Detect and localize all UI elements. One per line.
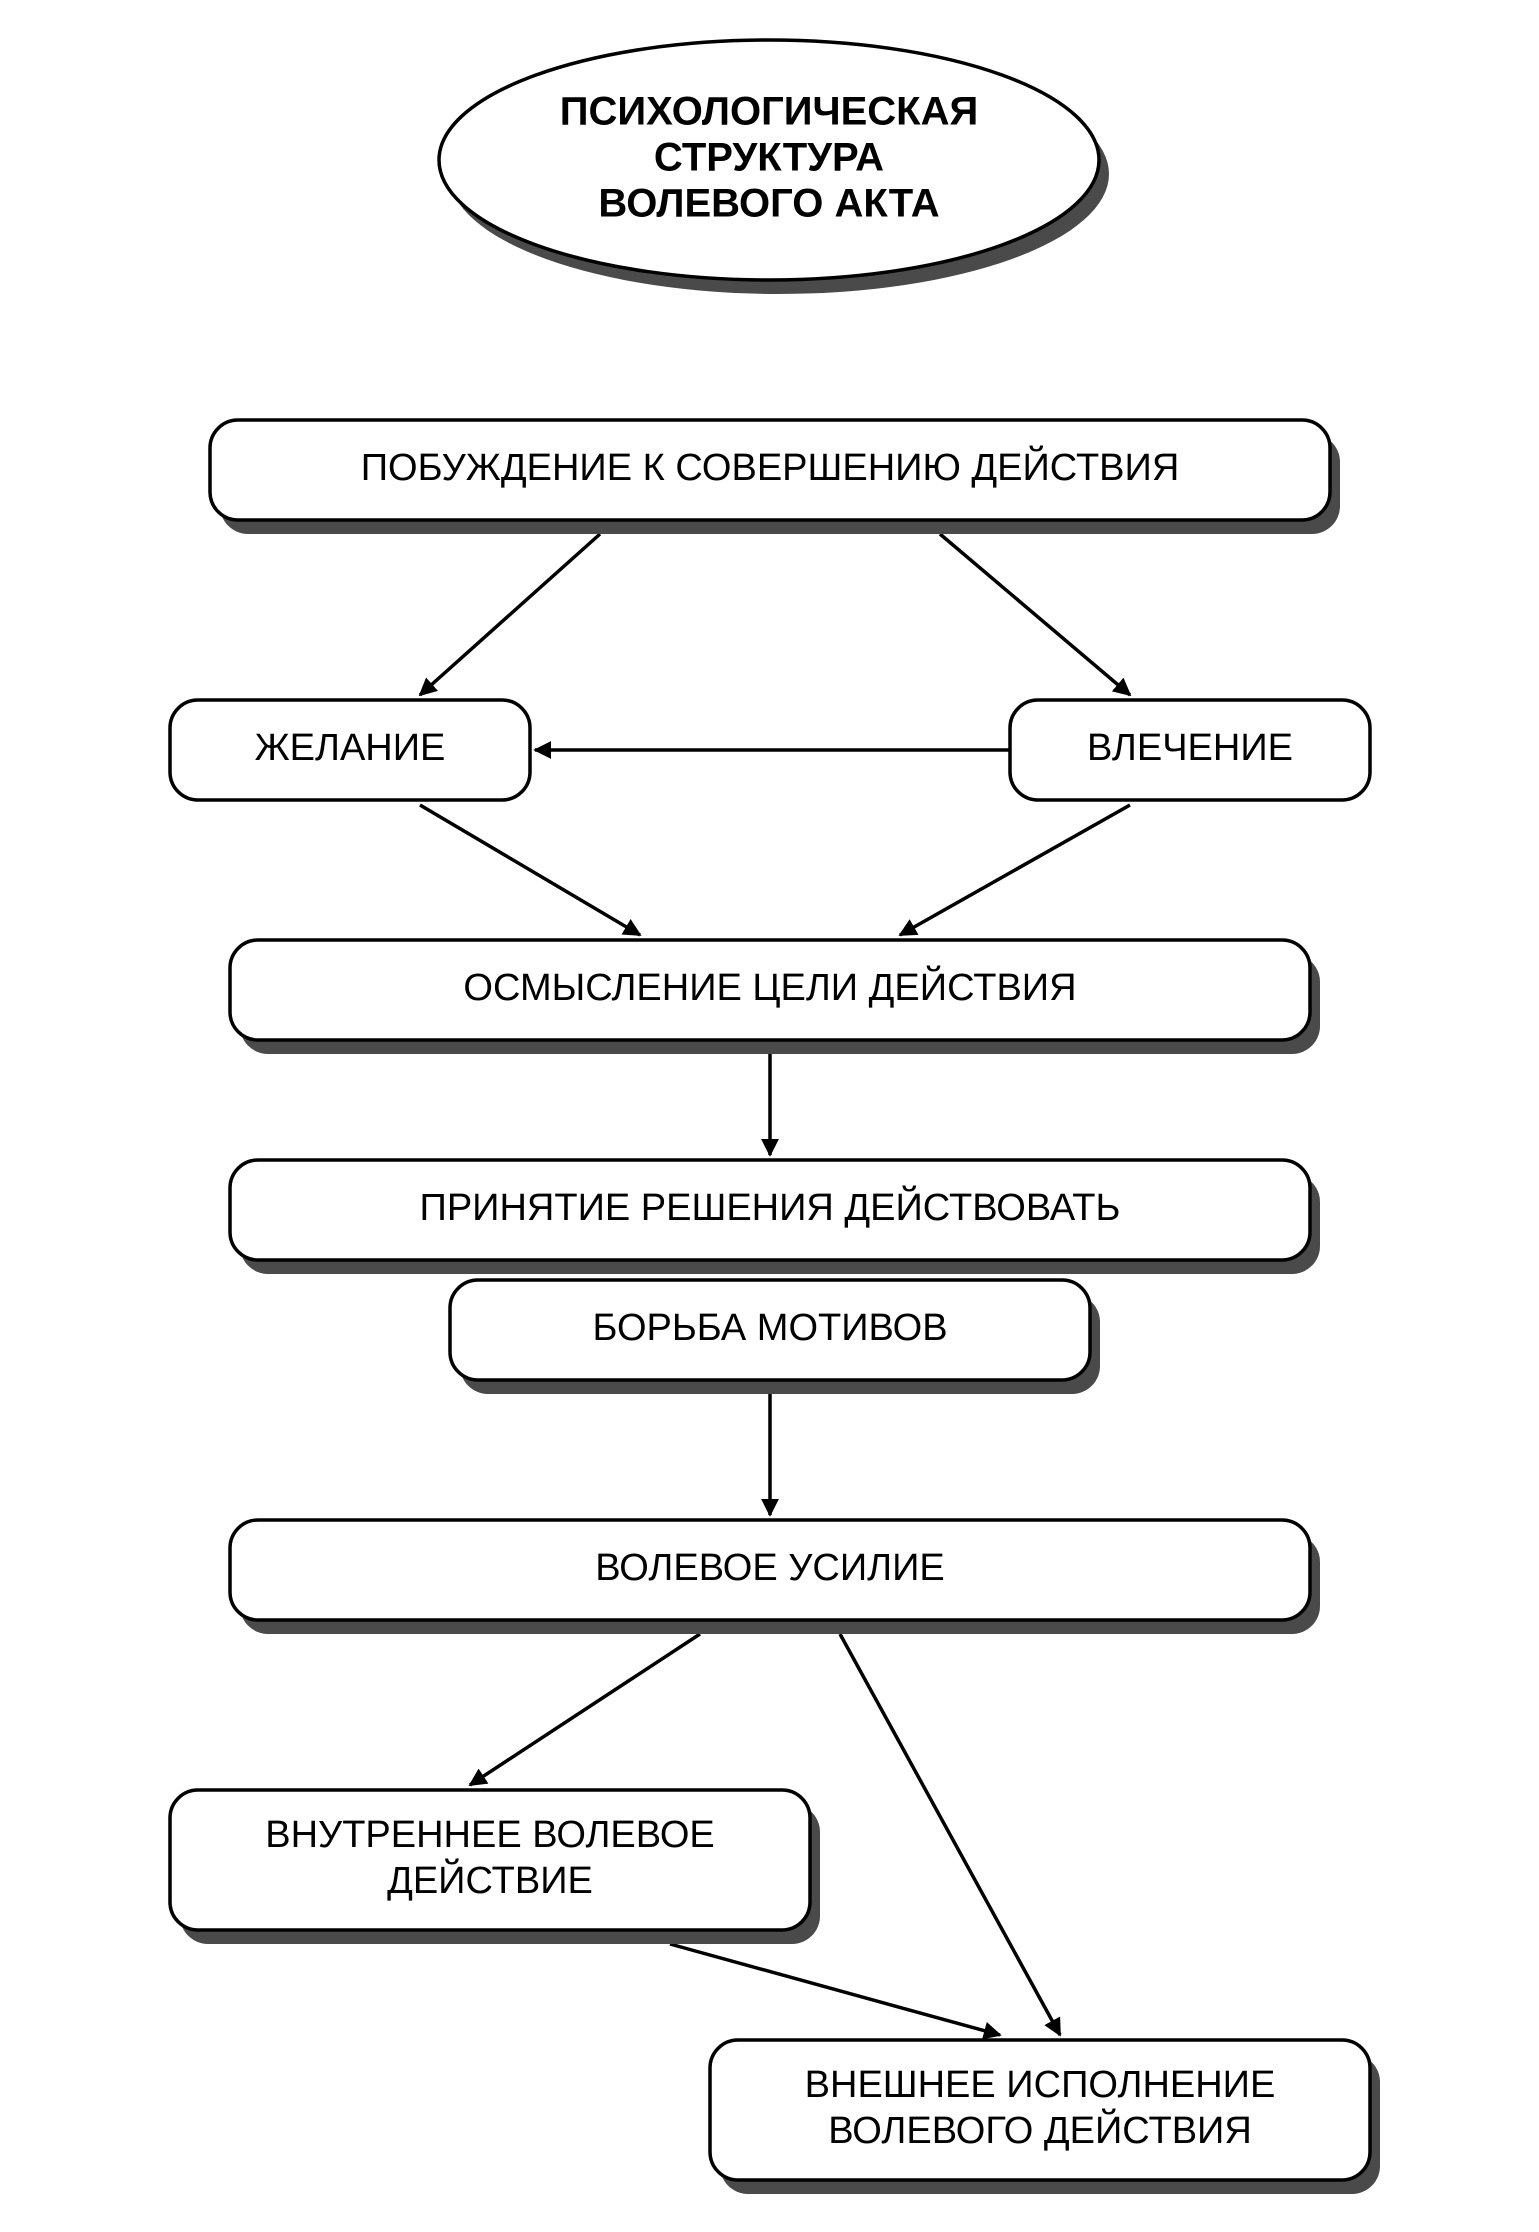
node-label: ВОЛЕВОГО АКТА: [598, 182, 939, 226]
node-label: ПСИХОЛОГИЧЕСКАЯ: [560, 90, 978, 134]
node-label: ВЛЕЧЕНИЕ: [1087, 727, 1293, 769]
node-motives: БОРЬБА МОТИВОВ: [450, 1280, 1100, 1394]
node-desire: ЖЕЛАНИЕ: [170, 700, 530, 800]
node-label: ВОЛЕВОГО ДЕЙСТВИЯ: [828, 2107, 1252, 2152]
node-label: ВОЛЕВОЕ УСИЛИЕ: [595, 1547, 945, 1589]
node-label: СТРУКТУРА: [654, 136, 884, 180]
node-drive: ВЛЕЧЕНИЕ: [1010, 700, 1370, 800]
node-label: ЖЕЛАНИЕ: [255, 727, 446, 769]
node-effort: ВОЛЕВОЕ УСИЛИЕ: [230, 1520, 1320, 1634]
node-decision: ПРИНЯТИЕ РЕШЕНИЯ ДЕЙСТВОВАТЬ: [230, 1160, 1320, 1274]
node-goal: ОСМЫСЛЕНИЕ ЦЕЛИ ДЕЙСТВИЯ: [230, 940, 1320, 1054]
node-label: ПРИНЯТИЕ РЕШЕНИЯ ДЕЙСТВОВАТЬ: [420, 1184, 1121, 1229]
node-impulse: ПОБУЖДЕНИЕ К СОВЕРШЕНИЮ ДЕЙСТВИЯ: [210, 420, 1340, 534]
node-title: ПСИХОЛОГИЧЕСКАЯСТРУКТУРАВОЛЕВОГО АКТА: [439, 40, 1109, 294]
node-label: ПОБУЖДЕНИЕ К СОВЕРШЕНИЮ ДЕЙСТВИЯ: [361, 444, 1180, 489]
node-label: ВНЕШНЕЕ ИСПОЛНЕНИЕ: [805, 2064, 1276, 2106]
node-label: БОРЬБА МОТИВОВ: [592, 1307, 947, 1349]
node-external: ВНЕШНЕЕ ИСПОЛНЕНИЕВОЛЕВОГО ДЕЙСТВИЯ: [710, 2040, 1380, 2194]
node-label: ВНУТРЕННЕЕ ВОЛЕВОЕ: [265, 1814, 714, 1856]
node-label: ОСМЫСЛЕНИЕ ЦЕЛИ ДЕЙСТВИЯ: [463, 964, 1076, 1009]
node-label: ДЕЙСТВИЕ: [387, 1857, 593, 1902]
node-internal: ВНУТРЕННЕЕ ВОЛЕВОЕДЕЙСТВИЕ: [170, 1790, 820, 1944]
